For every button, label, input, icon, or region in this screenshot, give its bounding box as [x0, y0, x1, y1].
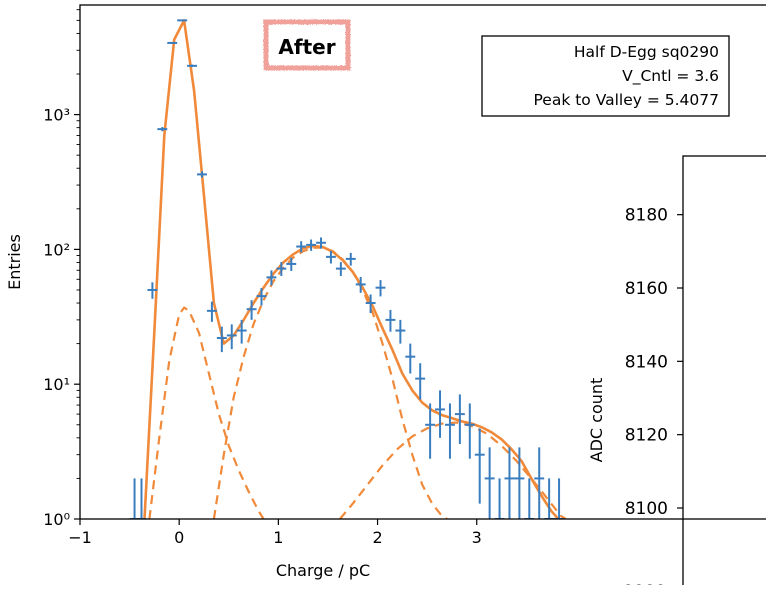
data-point [206, 301, 217, 322]
data-point [167, 41, 178, 44]
x-tick-label: 1 [273, 528, 283, 547]
data-point [136, 478, 147, 519]
data-point [464, 403, 475, 459]
x-tick-label: −1 [68, 528, 92, 547]
data-point [405, 343, 416, 374]
data-point [544, 478, 555, 519]
plot-area [129, 19, 566, 519]
data-point [177, 19, 188, 22]
data-point [316, 237, 326, 249]
y-tick-label: 10² [43, 240, 70, 259]
adc-y-axis-label: ADC count [587, 378, 606, 463]
data-point [226, 324, 237, 350]
data-point [157, 127, 168, 132]
data-point [375, 280, 386, 297]
adc-axes: 8100 8120 8140 8160 8180 [625, 206, 683, 519]
after-stamp-border [263, 19, 351, 71]
data-point [147, 282, 158, 299]
data-point [129, 478, 140, 519]
y-tick-label: 10¹ [43, 375, 70, 394]
data-point [484, 447, 495, 519]
data-point [256, 288, 267, 306]
data-point [236, 319, 247, 344]
adc-y-tick-label: 8180 [625, 206, 668, 226]
data-point [474, 428, 485, 504]
spe-component-curve [212, 246, 448, 519]
data-point [187, 64, 198, 68]
data-point [435, 390, 445, 438]
charge-histogram-chart: −1 0 1 2 3 10⁰ 10¹ 10² 10³ After Half D-Egg sq02… [5, 9, 730, 580]
data-point [246, 300, 257, 320]
pedestal-component-curve [148, 306, 265, 519]
adc-y-tick-label: 8120 [625, 426, 668, 446]
data-point [276, 262, 287, 276]
y-tick-label: 10³ [43, 106, 70, 125]
data-point [504, 447, 515, 519]
data-point [365, 294, 376, 314]
data-point [444, 403, 455, 459]
data-point [296, 241, 307, 253]
x-tick-label: 0 [174, 528, 184, 547]
main-plot-frame [79, 4, 766, 520]
adc-plot-frame [682, 155, 766, 589]
data-point [554, 478, 565, 519]
data-point [514, 447, 525, 519]
adc-y-tick-label: 8160 [625, 279, 668, 299]
info-box-line-3: Peak to Valley = 5.4077 [533, 91, 719, 109]
data-point [494, 478, 505, 519]
info-box-line-1: Half D-Egg sq0290 [574, 43, 719, 61]
data-point [395, 319, 406, 344]
x-tick-label: 3 [472, 528, 482, 547]
total-fit-curve [143, 19, 561, 519]
data-point [286, 257, 297, 271]
data-point [306, 239, 317, 251]
x-tick-label: 2 [372, 528, 382, 547]
data-point [345, 252, 356, 266]
adc-y-tick-label: 8100 [625, 499, 668, 519]
data-point [415, 363, 426, 400]
data-point [425, 403, 436, 459]
x-axis-label: Charge / pC [276, 561, 370, 580]
y-tick-label: 10⁰ [43, 510, 70, 529]
adc-y-tick-label: 8140 [625, 352, 668, 372]
info-box-frame [481, 35, 730, 117]
main-axes: −1 0 1 2 3 10⁰ 10¹ 10² 10³ [43, 9, 482, 547]
y-axis-label: Entries [5, 234, 24, 290]
data-point [216, 326, 227, 353]
data-point [335, 262, 346, 276]
info-box-line-2: V_Cntl = 3.6 [622, 67, 719, 86]
data-point [197, 171, 207, 178]
data-point [524, 478, 535, 519]
data-point [325, 250, 336, 264]
info-box: Half D-Egg sq0290 V_Cntl = 3.6 Peak to V… [481, 35, 730, 117]
data-point [454, 394, 465, 445]
after-stamp: After [263, 19, 351, 71]
after-stamp-label: After [278, 35, 335, 59]
data-point [534, 447, 545, 519]
data-point [385, 310, 396, 332]
data-point [355, 277, 366, 293]
data-point [266, 270, 277, 286]
multi-pe-component-curve [339, 421, 566, 519]
